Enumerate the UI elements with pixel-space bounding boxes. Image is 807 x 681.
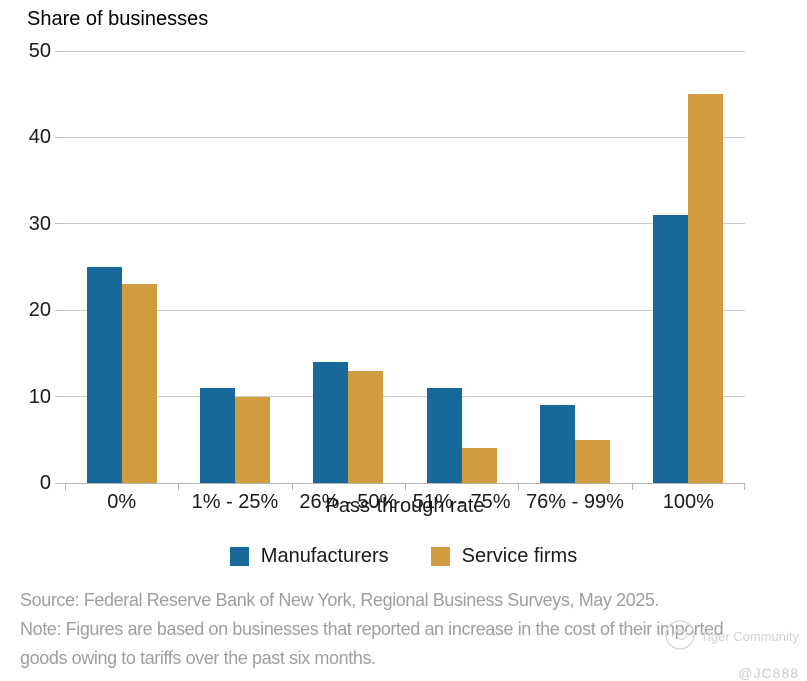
legend-swatch-service-firms — [430, 547, 450, 566]
legend-label-manufacturers: Manufacturers — [260, 545, 389, 567]
bar-service-firms — [575, 439, 610, 483]
tiger-logo-icon — [663, 618, 697, 655]
x-tick-label: 0% — [107, 491, 137, 513]
x-tick-mark — [405, 483, 406, 490]
x-tick-label: 26% - 50% — [299, 491, 398, 513]
note-text-line2: goods owing to tariffs over the past six… — [20, 648, 376, 668]
y-tick-mark — [55, 223, 65, 225]
bar-manufacturers — [540, 405, 575, 483]
x-axis-title: Pass-through rate — [325, 495, 485, 517]
bar-manufacturers — [426, 387, 462, 483]
y-tick-mark — [55, 309, 65, 311]
watermark: Tiger Community @JC888 — [649, 618, 799, 681]
y-tick-label: 50 — [28, 40, 51, 62]
legend-label-service-firms: Service firms — [461, 545, 578, 567]
y-tick-label: 30 — [28, 212, 51, 235]
grid-line — [65, 223, 745, 225]
bar-service-firms — [235, 396, 270, 483]
legend: Manufacturers Service firms — [0, 545, 807, 568]
x-tick-label: 1% - 25% — [191, 491, 279, 513]
bar-service-firms — [121, 284, 157, 483]
y-tick-label: 20 — [28, 299, 51, 322]
y-tick-label: 40 — [28, 126, 51, 149]
legend-swatch-manufacturers — [229, 547, 249, 566]
y-tick-mark — [55, 136, 65, 138]
bar-service-firms — [461, 448, 497, 483]
x-tick-mark — [631, 483, 633, 490]
x-tick-mark — [744, 483, 745, 490]
plot-area: 0 10 20 30 40 50 0% 1% - 25% 26% - 50% 51% - 75% 7… — [29, 40, 745, 513]
bar-service-firms — [688, 94, 724, 483]
bar-manufacturers — [86, 267, 122, 483]
bar-manufacturers — [653, 215, 689, 483]
grid-line — [65, 50, 745, 52]
watermark-handle: @JC888 — [738, 665, 799, 681]
x-tick-mark — [65, 483, 66, 490]
x-tick-label: 51% - 75% — [412, 491, 511, 513]
grid-line — [65, 396, 745, 398]
x-tick-mark — [178, 483, 180, 490]
watermark-community-label: Tiger Community — [700, 629, 799, 644]
source-text: Source: Federal Reserve Bank of New York… — [20, 590, 660, 610]
footer-notes: Source: Federal Reserve Bank of New York… — [20, 586, 790, 673]
bar-manufacturers — [200, 387, 235, 483]
x-tick-mark — [518, 483, 520, 490]
x-tick-label: 100% — [662, 491, 714, 513]
bar-service-firms — [348, 370, 384, 483]
y-tick-mark — [55, 396, 65, 398]
x-tick-label: 76% - 99% — [526, 491, 624, 513]
bar-manufacturers — [313, 362, 349, 483]
y-tick-label: 10 — [28, 385, 51, 408]
note-text-line1: Note: Figures are based on businesses th… — [20, 619, 724, 639]
chart-title: Share of businesses — [27, 8, 209, 30]
grid-line — [65, 309, 745, 311]
x-tick-mark — [291, 483, 293, 490]
y-tick-mark — [55, 50, 65, 52]
y-tick-mark — [55, 482, 65, 484]
grid-line — [65, 136, 745, 138]
y-tick-label: 0 — [39, 472, 51, 494]
